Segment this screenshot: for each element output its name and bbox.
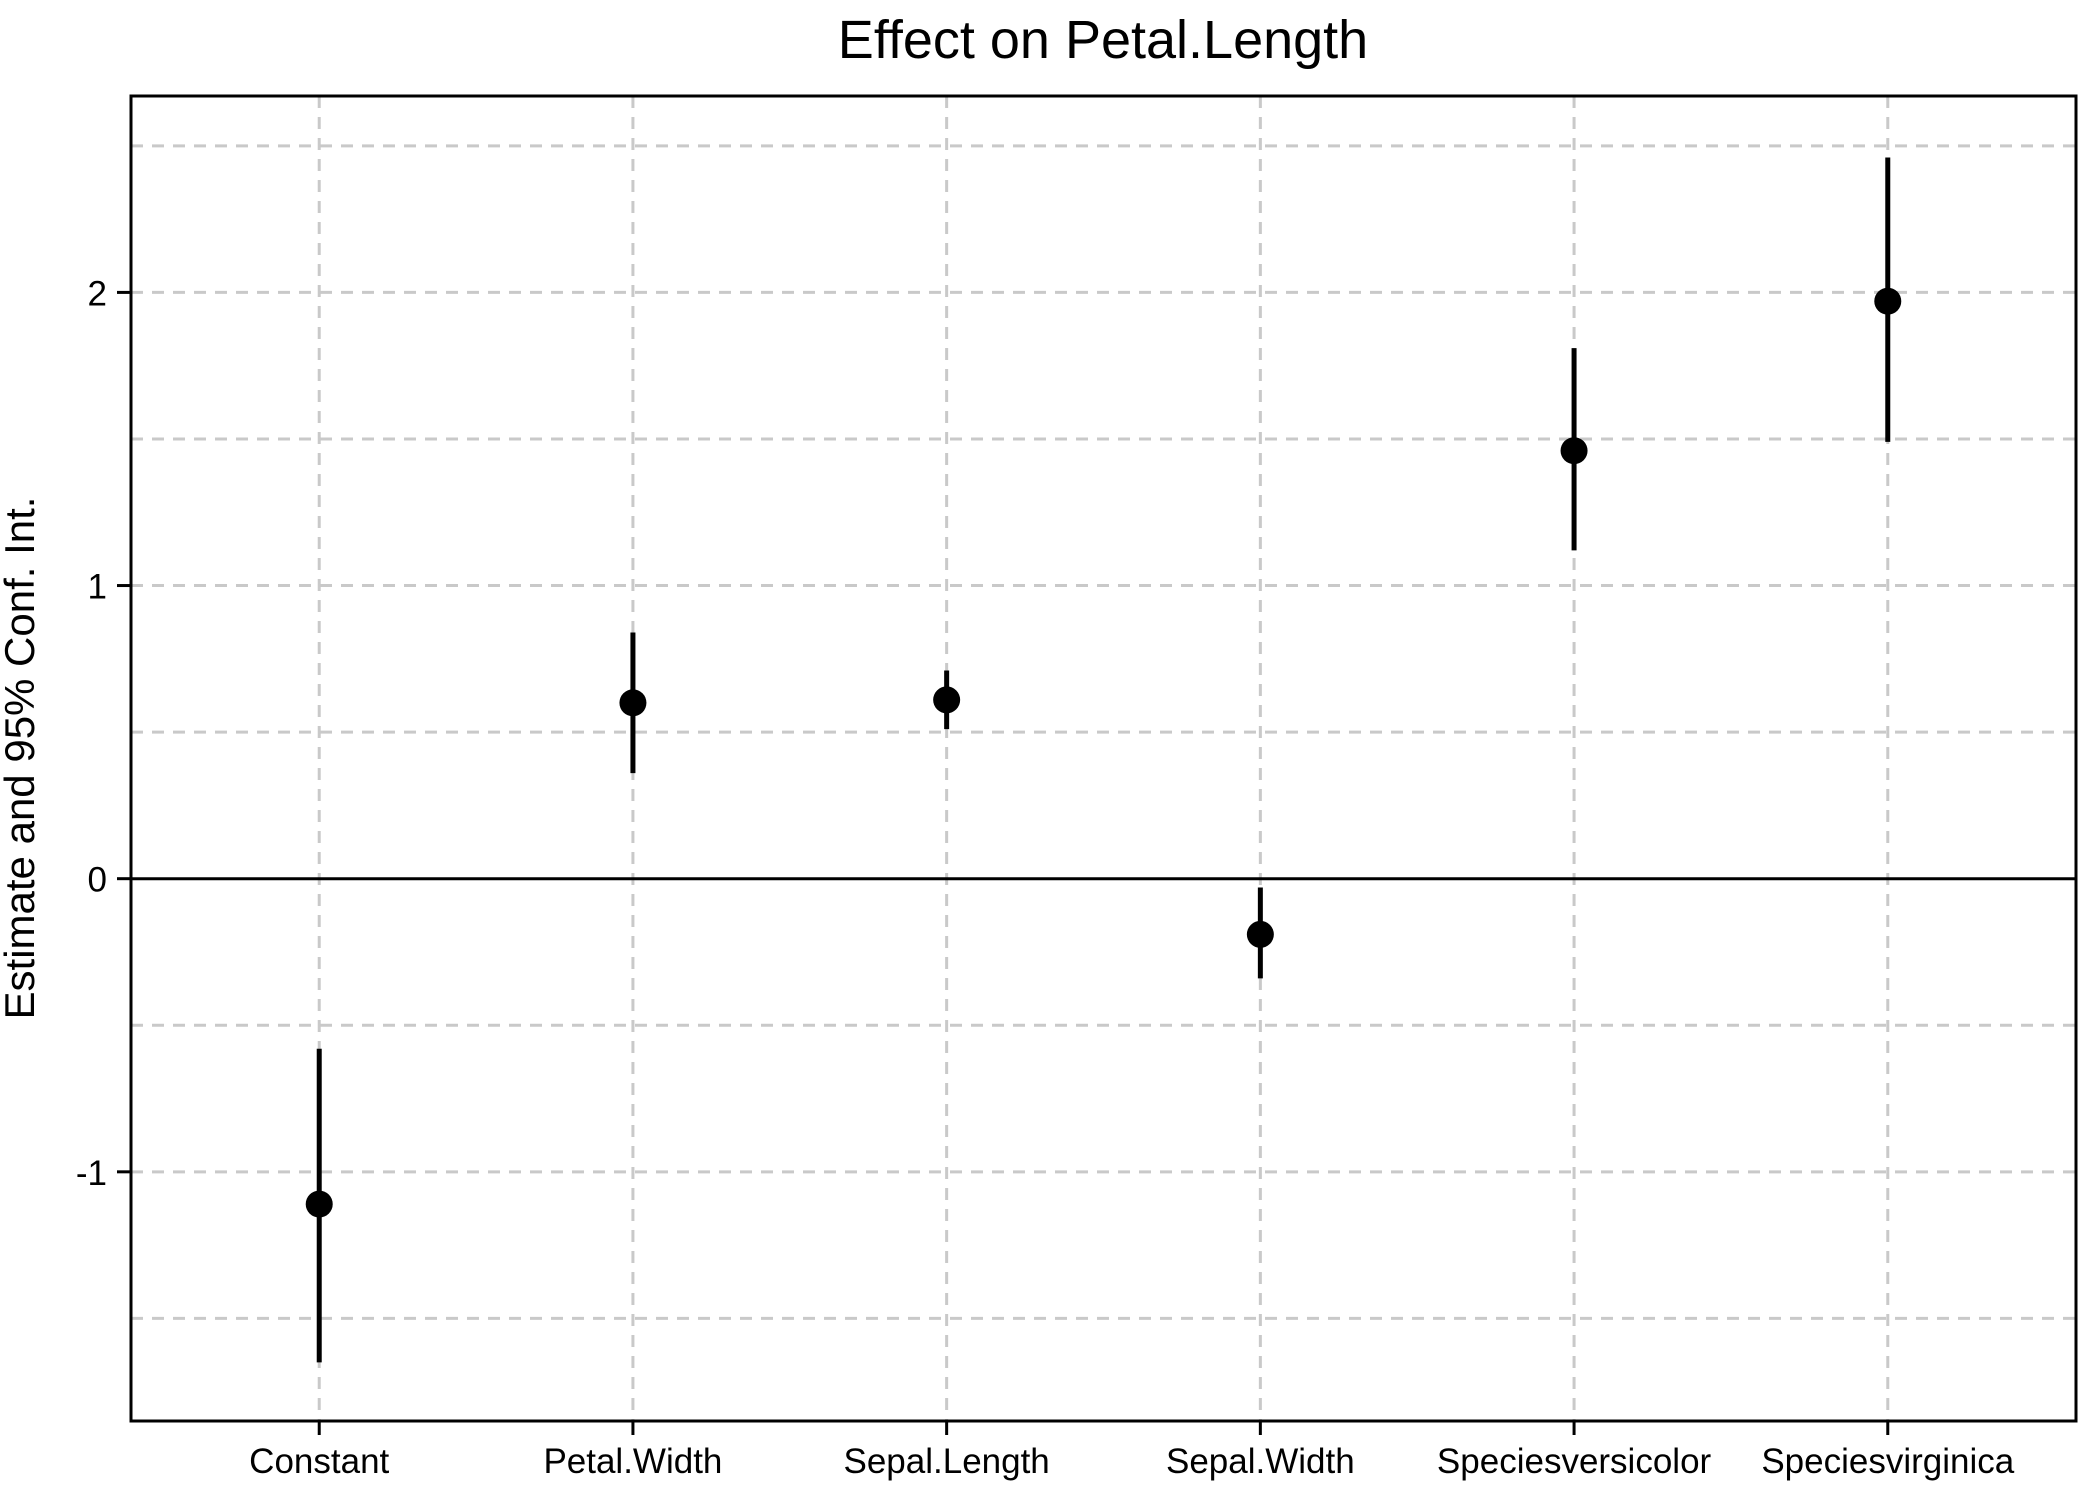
x-tick-label: Constant [249, 1442, 389, 1481]
x-tick-label: Petal.Width [543, 1442, 722, 1481]
y-tick-label: 0 [88, 861, 107, 900]
point-estimate [1560, 437, 1588, 465]
axes-layer: -1 0 1 2 Constant Petal.Width Sepal.Length Sepa… [76, 274, 2015, 1481]
data-layer [305, 157, 1902, 1363]
point-estimate [1246, 920, 1274, 948]
gridlines-layer [131, 96, 2076, 1421]
y-tick-label: -1 [76, 1154, 107, 1193]
chart-title: Effect on Petal.Length [838, 10, 1368, 70]
x-tick-label: Sepal.Length [843, 1442, 1049, 1481]
x-tick-label: Speciesversicolor [1437, 1442, 1712, 1481]
point-estimate [933, 686, 961, 714]
point-estimate [305, 1190, 333, 1218]
x-tick-label: Speciesvirginica [1761, 1442, 2014, 1481]
y-tick-label: 1 [88, 568, 107, 607]
panel-border [129, 94, 2078, 1423]
y-tick-label: 2 [88, 274, 107, 313]
x-tick-label: Sepal.Width [1166, 1442, 1355, 1481]
point-estimate [1874, 287, 1902, 315]
y-axis-title: Estimate and 95% Conf. Int. [0, 497, 43, 1020]
point-estimate [619, 689, 647, 717]
